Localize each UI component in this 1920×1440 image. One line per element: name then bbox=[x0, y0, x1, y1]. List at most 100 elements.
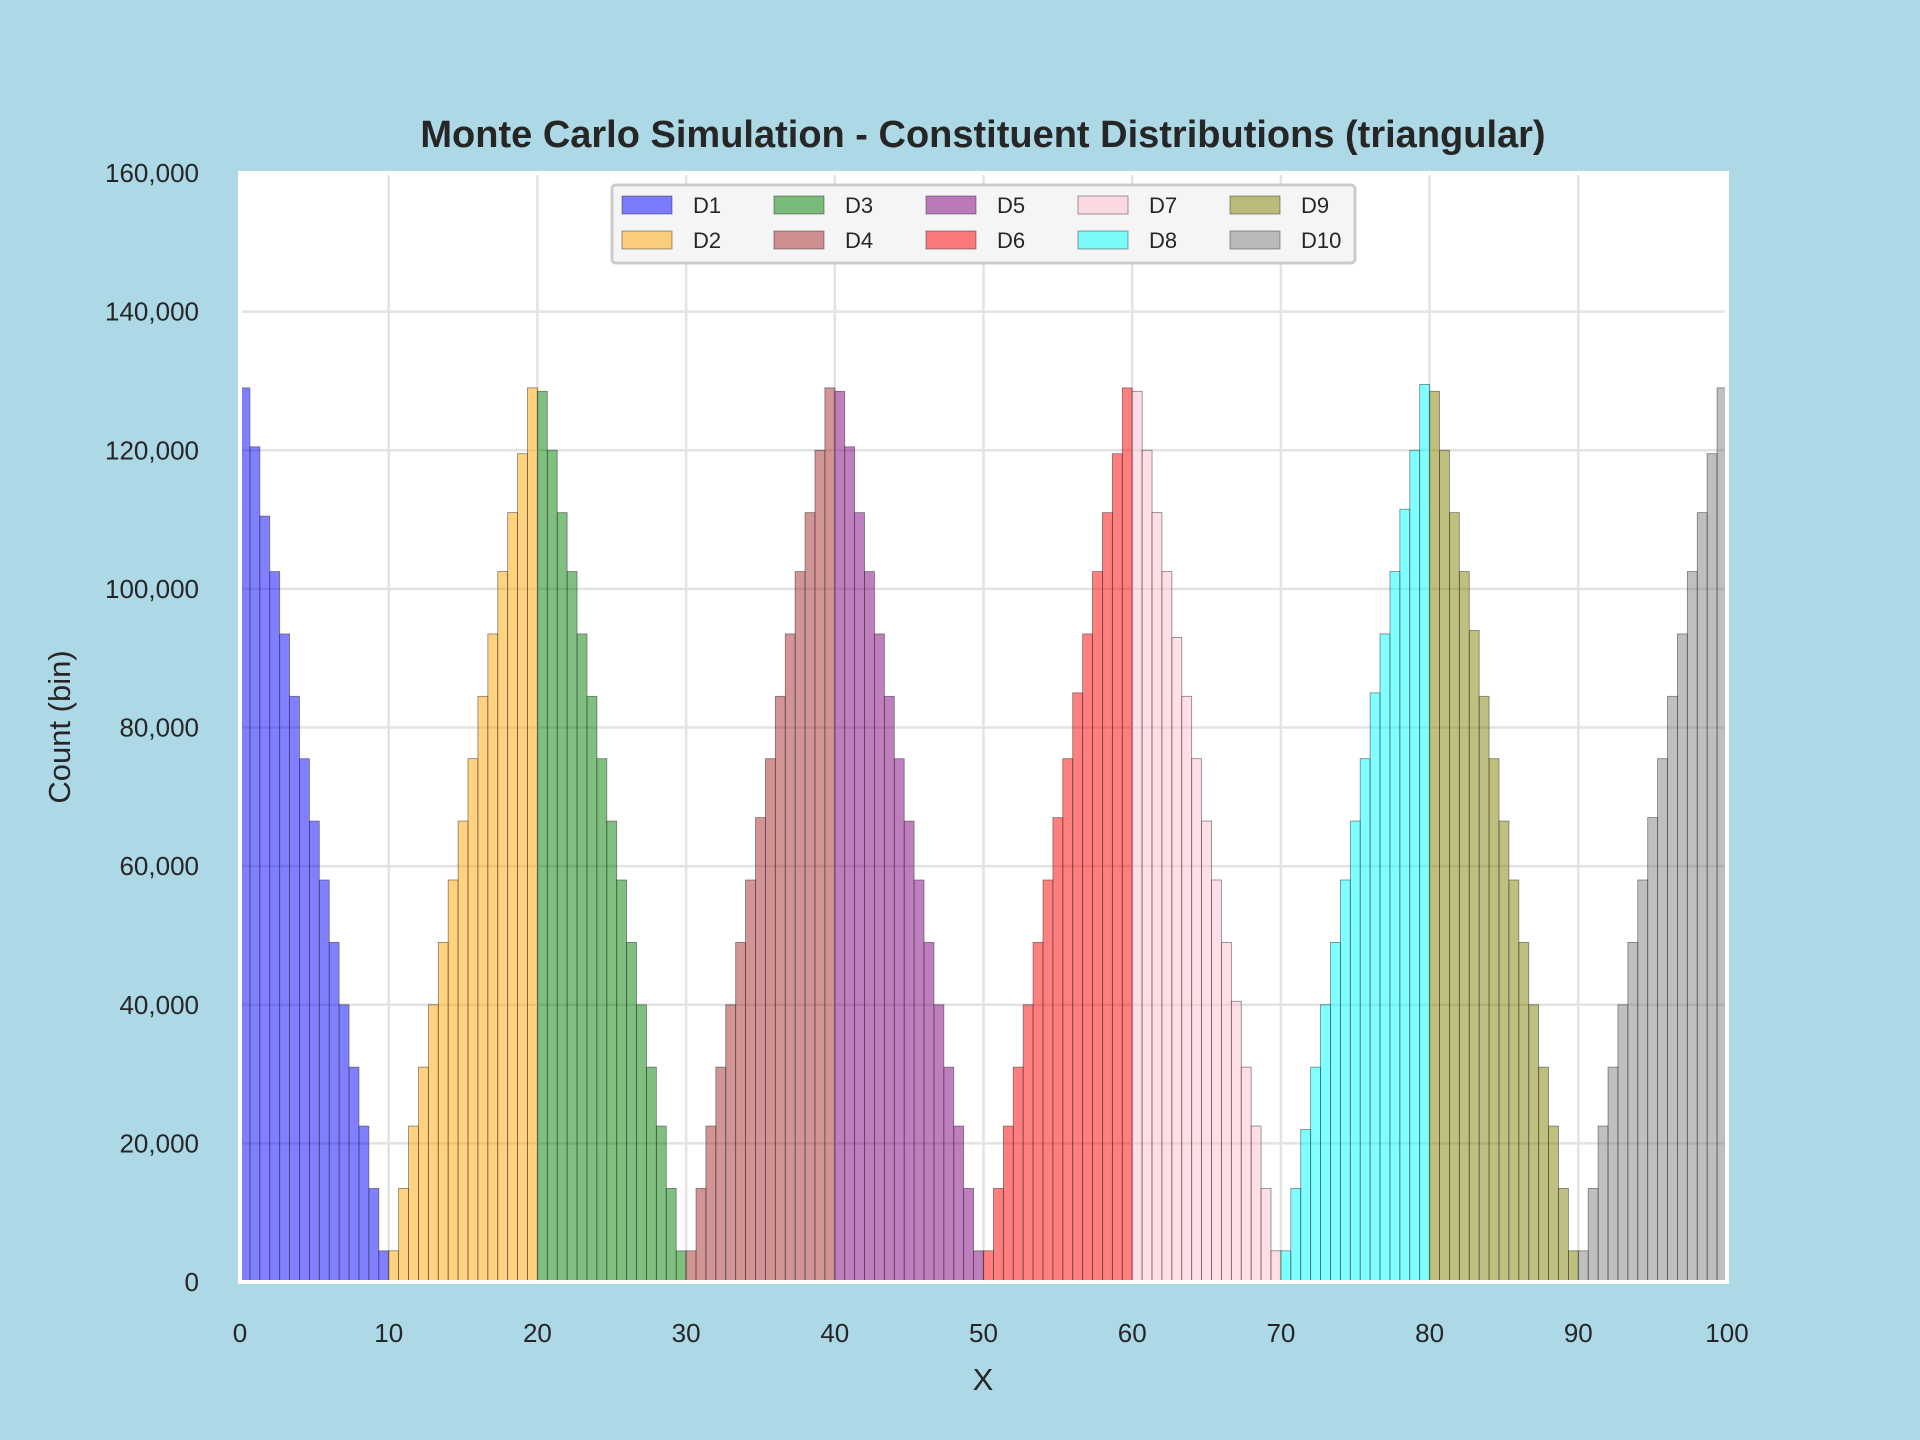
bar-d5 bbox=[933, 1004, 945, 1283]
bar-d4 bbox=[784, 633, 796, 1283]
bar-d8 bbox=[1320, 1004, 1331, 1283]
bar-d3 bbox=[646, 1066, 657, 1283]
bar-d10 bbox=[1677, 633, 1688, 1283]
legend-swatch-d3 bbox=[773, 195, 825, 215]
legend-swatch-d4 bbox=[773, 230, 825, 250]
bar-d2 bbox=[447, 879, 459, 1283]
bar-d1 bbox=[269, 571, 281, 1283]
y-tick-label: 100,000 bbox=[105, 574, 199, 604]
bar-d2 bbox=[418, 1066, 429, 1283]
bar-d7 bbox=[1240, 1066, 1252, 1283]
bar-d5 bbox=[973, 1250, 984, 1283]
bar-d10 bbox=[1627, 941, 1639, 1283]
bar-d5 bbox=[834, 390, 846, 1283]
x-tick-label: 10 bbox=[374, 1318, 403, 1348]
bar-d9 bbox=[1538, 1066, 1549, 1283]
bar-d2 bbox=[497, 571, 509, 1283]
y-tick-label: 0 bbox=[185, 1267, 199, 1297]
bar-d7 bbox=[1221, 941, 1232, 1283]
bar-d7 bbox=[1171, 636, 1183, 1283]
bar-d6 bbox=[1032, 941, 1044, 1283]
y-tick-label: 20,000 bbox=[119, 1128, 199, 1158]
bar-d7 bbox=[1151, 512, 1163, 1283]
bar-d10 bbox=[1706, 453, 1718, 1283]
bar-d4 bbox=[705, 1125, 717, 1283]
bar-d10 bbox=[1617, 1004, 1629, 1283]
bar-d5 bbox=[913, 879, 925, 1283]
bar-d9 bbox=[1548, 1125, 1559, 1283]
bar-d6 bbox=[1012, 1066, 1024, 1283]
bar-d9 bbox=[1558, 1188, 1569, 1283]
bar-d3 bbox=[556, 512, 568, 1283]
bar-d6 bbox=[1092, 571, 1103, 1283]
bar-d2 bbox=[437, 941, 449, 1283]
bar-d8 bbox=[1280, 1250, 1292, 1283]
bar-d7 bbox=[1211, 879, 1222, 1283]
bar-d2 bbox=[477, 695, 489, 1283]
bar-d7 bbox=[1260, 1188, 1272, 1283]
bar-d8 bbox=[1379, 633, 1391, 1283]
bar-d1 bbox=[249, 446, 261, 1283]
bar-d4 bbox=[794, 571, 806, 1283]
legend-label-d2: D2 bbox=[693, 228, 721, 253]
bar-d3 bbox=[576, 633, 588, 1283]
bar-d1 bbox=[259, 515, 271, 1283]
bar-d10 bbox=[1667, 695, 1678, 1283]
bar-d3 bbox=[626, 941, 637, 1283]
y-tick-label: 160,000 bbox=[105, 158, 199, 188]
bar-d3 bbox=[665, 1188, 677, 1283]
bar-d8 bbox=[1399, 508, 1411, 1283]
bar-d2 bbox=[388, 1250, 400, 1283]
x-tick-label: 50 bbox=[969, 1318, 998, 1348]
bar-d2 bbox=[467, 758, 479, 1283]
y-tick-label: 80,000 bbox=[119, 713, 199, 743]
bar-d2 bbox=[487, 633, 499, 1283]
bar-d1 bbox=[279, 633, 290, 1283]
bar-d10 bbox=[1637, 879, 1649, 1283]
bar-d7 bbox=[1270, 1250, 1282, 1283]
bar-d6 bbox=[1002, 1125, 1014, 1283]
bar-d4 bbox=[804, 512, 816, 1283]
bar-d10 bbox=[1686, 571, 1698, 1283]
bar-d6 bbox=[1082, 633, 1093, 1283]
bar-d6 bbox=[1072, 692, 1084, 1283]
x-axis-label: X bbox=[973, 1362, 994, 1397]
x-tick-label: 40 bbox=[820, 1318, 849, 1348]
bar-d1 bbox=[328, 941, 340, 1283]
y-axis-label: Count (bin) bbox=[42, 650, 77, 803]
bar-d9 bbox=[1508, 879, 1520, 1283]
bar-d1 bbox=[299, 758, 310, 1283]
bar-d10 bbox=[1696, 512, 1708, 1283]
bar-d8 bbox=[1389, 571, 1401, 1283]
bar-d4 bbox=[745, 879, 756, 1283]
bar-d5 bbox=[874, 633, 885, 1283]
bar-d3 bbox=[655, 1125, 667, 1283]
bar-d7 bbox=[1250, 1125, 1262, 1283]
bar-d5 bbox=[893, 758, 905, 1283]
bar-d4 bbox=[695, 1188, 707, 1283]
legend-swatch-d6 bbox=[925, 230, 977, 250]
bar-d1 bbox=[348, 1066, 360, 1283]
x-tick-label: 70 bbox=[1266, 1318, 1295, 1348]
bar-d5 bbox=[923, 941, 935, 1283]
bar-d8 bbox=[1290, 1188, 1302, 1283]
bar-d4 bbox=[824, 387, 836, 1283]
bar-d8 bbox=[1300, 1129, 1312, 1283]
bar-d5 bbox=[854, 512, 865, 1283]
bar-d3 bbox=[596, 758, 608, 1283]
bar-d3 bbox=[586, 695, 598, 1283]
bar-d6 bbox=[1052, 817, 1064, 1283]
bar-d8 bbox=[1359, 758, 1371, 1283]
bar-d4 bbox=[814, 449, 826, 1283]
x-tick-label: 20 bbox=[523, 1318, 552, 1348]
bar-d9 bbox=[1468, 630, 1480, 1283]
bar-d7 bbox=[1201, 820, 1212, 1283]
bar-d1 bbox=[338, 1004, 350, 1283]
legend-label-d4: D4 bbox=[845, 228, 873, 253]
bar-d9 bbox=[1488, 758, 1500, 1283]
bar-d1 bbox=[289, 695, 300, 1283]
legend-swatch-d5 bbox=[925, 195, 977, 215]
bar-d6 bbox=[1121, 387, 1133, 1283]
bar-d6 bbox=[993, 1188, 1004, 1283]
